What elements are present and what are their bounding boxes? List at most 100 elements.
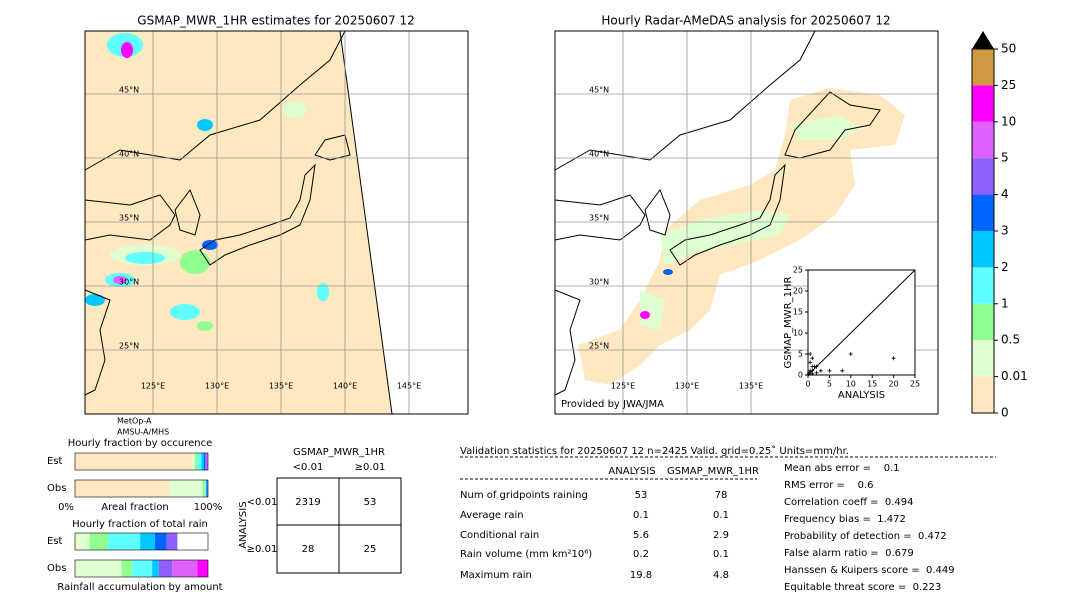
colorbar-label: 0.01 <box>1001 369 1028 383</box>
cell: 53 <box>364 497 377 508</box>
x-tick-label: 20 <box>889 380 899 389</box>
fraction-segment <box>204 480 207 497</box>
point <box>818 368 823 373</box>
satellite: AMSU-A/MHS <box>117 428 169 437</box>
colorbar-segment <box>972 340 994 377</box>
right-map: 45°N 40°N 35°N 30°N 25°N 125°E 130°E 135°E Hour… <box>554 14 939 415</box>
row-label: Obs <box>47 483 66 494</box>
colorbar-extend <box>972 31 994 49</box>
colorbar-segment <box>972 303 994 341</box>
point <box>814 364 819 369</box>
colorbar-segment <box>972 121 994 159</box>
point <box>810 368 815 373</box>
score: Equitable threat score = 0.223 <box>784 582 941 593</box>
lon-label: 125°E <box>141 382 165 391</box>
fraction-segment <box>206 480 208 497</box>
colorbar-label: 0.5 <box>1001 333 1020 347</box>
left-map: 45°N 40°N 35°N 30°N 25°N 125°E 130°E 135°E 140°E… <box>84 14 469 437</box>
point <box>808 360 813 365</box>
lat-label: 45°N <box>119 86 139 95</box>
fraction-segment <box>140 533 155 550</box>
score: Probability of detection = 0.472 <box>784 531 947 542</box>
point <box>840 368 845 373</box>
bar-frame <box>74 532 209 551</box>
score: Hanssen & Kuipers score = 0.449 <box>784 565 955 576</box>
precip <box>640 115 860 330</box>
fraction-segment <box>121 560 133 577</box>
fraction-segment <box>75 533 90 550</box>
colorbar-segment <box>972 194 994 231</box>
row-label: Num of gridpoints raining <box>460 490 588 501</box>
colorbar-label: 0 <box>1001 406 1009 420</box>
lon-label: 130°E <box>205 382 229 391</box>
fraction-segment <box>75 480 170 497</box>
y-tick-label: 5 <box>798 350 803 359</box>
point <box>814 370 819 375</box>
fraction-segment <box>108 533 141 550</box>
fraction-segment <box>205 453 207 470</box>
fraction-segment <box>75 453 193 470</box>
lon-label: 130°E <box>675 382 699 391</box>
row-label: Obs <box>47 563 66 574</box>
col-header: <0.01 <box>293 462 324 473</box>
cell: 28 <box>302 544 315 555</box>
lon-label: 125°E <box>611 382 635 391</box>
lon-label: 140°E <box>333 382 357 391</box>
colorbar-label: 1 <box>1001 296 1009 310</box>
fraction-segment <box>75 560 122 577</box>
chart-title: Hourly fraction of total rain <box>72 519 208 530</box>
fraction-segment <box>202 480 205 497</box>
diagonal <box>807 269 916 376</box>
fraction-segment <box>154 533 167 550</box>
x-tick-label: 25 <box>910 380 920 389</box>
precip <box>85 33 329 331</box>
lat-label: 35°N <box>589 214 609 223</box>
fraction-segment <box>166 533 178 550</box>
lon-label: 145°E <box>397 382 421 391</box>
point <box>808 352 813 356</box>
precip <box>640 311 650 319</box>
cell: 19.8 <box>630 570 652 581</box>
fraction-segment <box>172 560 198 577</box>
lat-label: 30°N <box>119 278 139 287</box>
cell: 0.2 <box>633 549 649 560</box>
x-tick-label: 10 <box>846 380 856 389</box>
colorbar-label: 5 <box>1001 151 1009 165</box>
point <box>810 356 815 361</box>
x-axis-label: ANALYSIS <box>838 390 885 401</box>
y-tick-label: 20 <box>793 287 803 296</box>
colorbar-label: 3 <box>1001 224 1009 238</box>
score: Correlation coeff = 0.494 <box>784 497 914 508</box>
lat-label: 25°N <box>589 342 609 351</box>
contingency-table: GSMAP_MWR_1HR <0.01 ≥0.01 <0.01 ≥0.01 AN… <box>238 447 402 574</box>
axis-label: 100% <box>194 502 223 513</box>
lat-label: 25°N <box>119 342 139 351</box>
axis-label: 0% <box>58 502 74 513</box>
fraction-segment <box>201 453 205 470</box>
cell: 78 <box>715 490 728 501</box>
point <box>807 370 812 375</box>
fraction-segment <box>152 560 159 577</box>
table-title: GSMAP_MWR_1HR <box>293 447 385 458</box>
row-header: <0.01 <box>247 497 278 508</box>
cell: 25 <box>364 544 377 555</box>
satellite: MetOp-A <box>117 417 152 426</box>
lon-label: 135°E <box>739 382 763 391</box>
axis-label: Areal fraction <box>101 502 168 513</box>
map-frame <box>84 30 469 415</box>
col-header: GSMAP_MWR_1HR <box>667 466 759 477</box>
colorbar: 0 0.01 0.5 1 2 3 4 5 10 25 50 <box>971 31 1028 420</box>
axis-label: ANALYSIS <box>238 501 249 548</box>
chart-title: Hourly fraction by occurence <box>68 438 212 449</box>
y-tick-label: 0 <box>798 371 803 380</box>
score: Mean abs error = 0.1 <box>784 463 900 474</box>
val-header: Validation statistics for 20250607 12 n=… <box>460 445 849 457</box>
point <box>827 368 832 373</box>
row-header: ≥0.01 <box>247 544 278 555</box>
colorbar-segment <box>972 231 994 268</box>
map-title: GSMAP_MWR_1HR estimates for 20250607 12 <box>137 14 414 28</box>
row-label: Conditional rain <box>460 530 539 541</box>
cell: 0.1 <box>713 510 729 521</box>
colorbar-label: 10 <box>1001 114 1016 128</box>
cell: 4.8 <box>713 570 729 581</box>
